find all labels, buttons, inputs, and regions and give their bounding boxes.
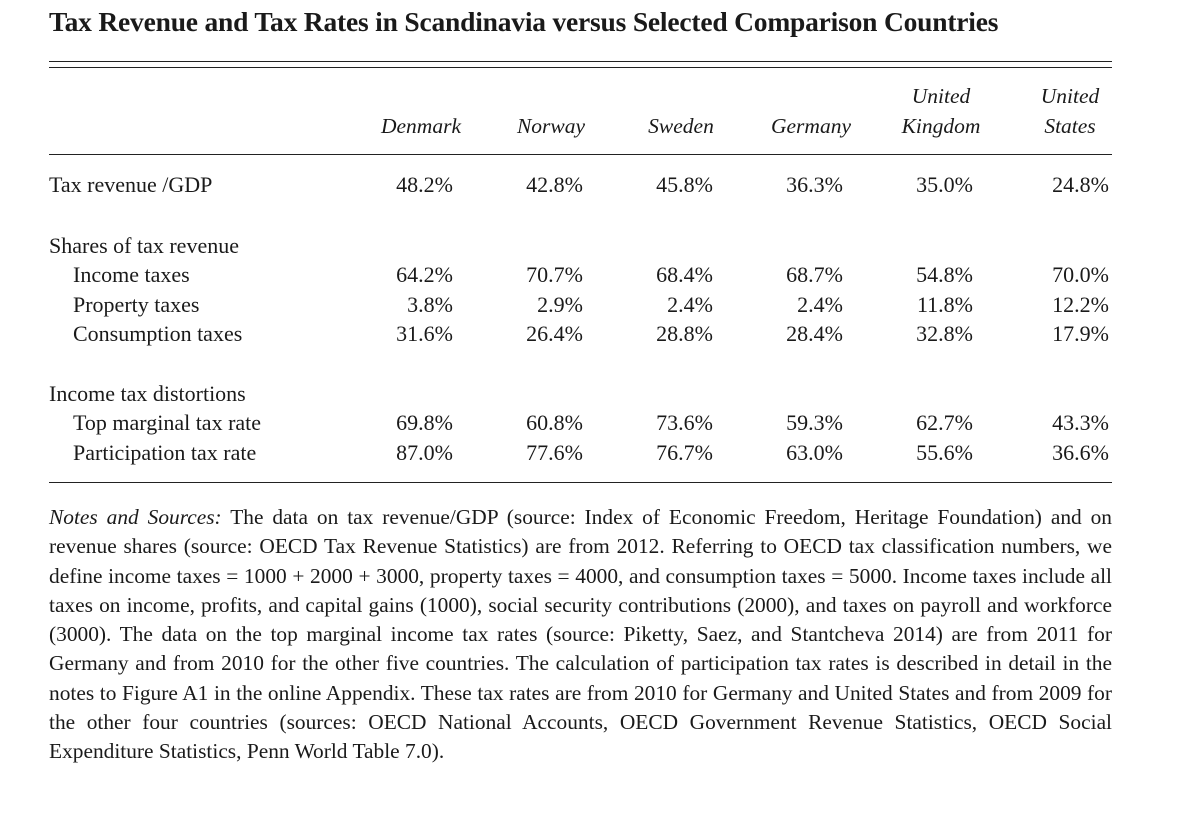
row-label-property-taxes: Property taxes bbox=[73, 292, 200, 317]
column-header-line1 bbox=[491, 81, 611, 111]
cell-consumption-taxes-denmark: 31.6% bbox=[396, 321, 453, 346]
top-rule-upper bbox=[49, 61, 1112, 62]
cell-top-marginal-germany: 59.3% bbox=[786, 410, 843, 435]
column-header-denmark: Denmark bbox=[361, 81, 481, 141]
cell-top-marginal-denmark: 69.8% bbox=[396, 410, 453, 435]
bottom-rule bbox=[49, 482, 1112, 483]
cell-tax-revenue-germany: 36.3% bbox=[786, 172, 843, 197]
cell-income-taxes-denmark: 64.2% bbox=[396, 262, 453, 287]
cell-consumption-taxes-sweden: 28.8% bbox=[656, 321, 713, 346]
cell-top-marginal-sweden: 73.6% bbox=[656, 410, 713, 435]
row-label-participation-rate: Participation tax rate bbox=[73, 440, 257, 465]
column-header-line1 bbox=[621, 81, 741, 111]
column-header-line1: United bbox=[1040, 84, 1100, 108]
cell-participation-uk: 55.6% bbox=[916, 440, 973, 465]
notes-lead: Notes and Sources: bbox=[49, 505, 222, 529]
cell-tax-revenue-denmark: 48.2% bbox=[396, 172, 453, 197]
cell-income-taxes-sweden: 68.4% bbox=[656, 262, 713, 287]
cell-income-taxes-us: 70.0% bbox=[1052, 262, 1109, 287]
cell-property-taxes-uk: 11.8% bbox=[916, 292, 973, 317]
column-header-line2: Norway bbox=[516, 114, 586, 138]
header-rule bbox=[49, 154, 1112, 155]
column-header-united-states: United States bbox=[1010, 81, 1130, 141]
cell-top-marginal-norway: 60.8% bbox=[526, 410, 583, 435]
column-header-line1 bbox=[751, 81, 871, 111]
cell-tax-revenue-norway: 42.8% bbox=[526, 172, 583, 197]
cell-property-taxes-sweden: 2.4% bbox=[667, 292, 713, 317]
column-header-line1: United bbox=[911, 84, 971, 108]
cell-participation-sweden: 76.7% bbox=[656, 440, 713, 465]
column-header-sweden: Sweden bbox=[621, 81, 741, 141]
cell-property-taxes-norway: 2.9% bbox=[537, 292, 583, 317]
cell-property-taxes-germany: 2.4% bbox=[797, 292, 843, 317]
cell-consumption-taxes-germany: 28.4% bbox=[786, 321, 843, 346]
cell-tax-revenue-uk: 35.0% bbox=[916, 172, 973, 197]
cell-consumption-taxes-us: 17.9% bbox=[1052, 321, 1109, 346]
table-title: Tax Revenue and Tax Rates in Scandinavia… bbox=[49, 6, 999, 37]
section-label-shares: Shares of tax revenue bbox=[49, 233, 239, 258]
cell-tax-revenue-sweden: 45.8% bbox=[656, 172, 713, 197]
column-header-line2: Sweden bbox=[648, 114, 714, 138]
cell-participation-norway: 77.6% bbox=[526, 440, 583, 465]
cell-consumption-taxes-uk: 32.8% bbox=[916, 321, 973, 346]
row-label-income-taxes: Income taxes bbox=[73, 262, 190, 287]
cell-income-taxes-germany: 68.7% bbox=[786, 262, 843, 287]
column-header-line2: Denmark bbox=[380, 114, 461, 138]
column-header-united-kingdom: United Kingdom bbox=[881, 81, 1001, 141]
cell-top-marginal-us: 43.3% bbox=[1052, 410, 1109, 435]
table-notes: Notes and Sources: The data on tax reven… bbox=[49, 503, 1112, 767]
section-label-distortions: Income tax distortions bbox=[49, 381, 246, 406]
row-label-tax-revenue-gdp: Tax revenue /GDP bbox=[49, 172, 213, 197]
cell-property-taxes-denmark: 3.8% bbox=[407, 292, 453, 317]
column-header-norway: Norway bbox=[491, 81, 611, 141]
cell-tax-revenue-us: 24.8% bbox=[1052, 172, 1109, 197]
column-header-line2: States bbox=[1044, 114, 1096, 138]
cell-consumption-taxes-norway: 26.4% bbox=[526, 321, 583, 346]
notes-body: The data on tax revenue/GDP (source: Ind… bbox=[49, 505, 1113, 764]
column-header-line2: Kingdom bbox=[901, 114, 981, 138]
column-header-line2: Germany bbox=[770, 114, 851, 138]
column-header-germany: Germany bbox=[751, 81, 871, 141]
cell-participation-germany: 63.0% bbox=[786, 440, 843, 465]
cell-income-taxes-uk: 54.8% bbox=[916, 262, 973, 287]
row-label-consumption-taxes: Consumption taxes bbox=[73, 321, 243, 346]
cell-participation-denmark: 87.0% bbox=[396, 440, 453, 465]
cell-income-taxes-norway: 70.7% bbox=[526, 262, 583, 287]
top-rule-lower bbox=[49, 67, 1112, 68]
cell-participation-us: 36.6% bbox=[1052, 440, 1109, 465]
cell-property-taxes-us: 12.2% bbox=[1052, 292, 1109, 317]
row-label-top-marginal-rate: Top marginal tax rate bbox=[73, 410, 262, 435]
cell-top-marginal-uk: 62.7% bbox=[916, 410, 973, 435]
column-header-line1 bbox=[361, 81, 481, 111]
